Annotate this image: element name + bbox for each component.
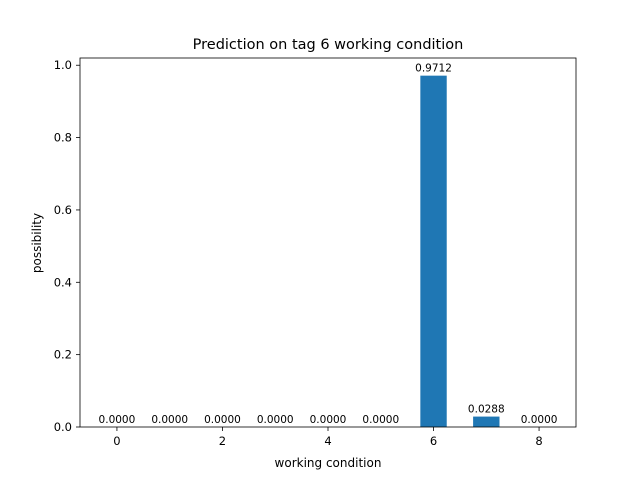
y-tick-label-1: 0.2 [54, 348, 72, 362]
x-axis: 0 2 4 6 8 [113, 427, 543, 448]
y-tick-label-5: 1.0 [54, 58, 72, 72]
plot-frame [79, 57, 577, 428]
data-label-6: 0.9712 [415, 63, 452, 75]
data-label-2: 0.0000 [204, 414, 241, 426]
data-label-0: 0.0000 [99, 414, 136, 426]
y-tick-label-4: 0.8 [54, 131, 72, 145]
bar-6 [420, 75, 447, 428]
x-axis-label: working condition [275, 456, 382, 470]
data-label-5: 0.0000 [362, 414, 399, 426]
data-label-4: 0.0000 [310, 414, 347, 426]
y-axis: 0.0 0.2 0.4 0.6 0.8 1.0 [54, 58, 80, 434]
data-label-8: 0.0000 [521, 414, 558, 426]
data-labels-group: 0.0000 0.0000 0.0000 0.0000 0.0000 0.0000 0.97… [99, 63, 558, 426]
data-label-1: 0.0000 [151, 414, 188, 426]
x-tick-label-4: 4 [324, 434, 331, 448]
x-tick-label-8: 8 [535, 434, 542, 448]
y-tick-label-2: 0.4 [54, 275, 72, 289]
bar-7 [473, 416, 500, 427]
chart-title: Prediction on tag 6 working condition [193, 37, 464, 53]
y-tick-label-3: 0.6 [54, 203, 72, 217]
x-tick-label-0: 0 [113, 434, 120, 448]
y-tick-label-0: 0.0 [54, 420, 72, 434]
data-label-3: 0.0000 [257, 414, 294, 426]
x-tick-label-2: 2 [219, 434, 226, 448]
data-label-7: 0.0288 [468, 404, 505, 416]
bars-group [420, 75, 500, 428]
y-axis-label: possibility [30, 213, 44, 273]
x-tick-label-6: 6 [430, 434, 437, 448]
